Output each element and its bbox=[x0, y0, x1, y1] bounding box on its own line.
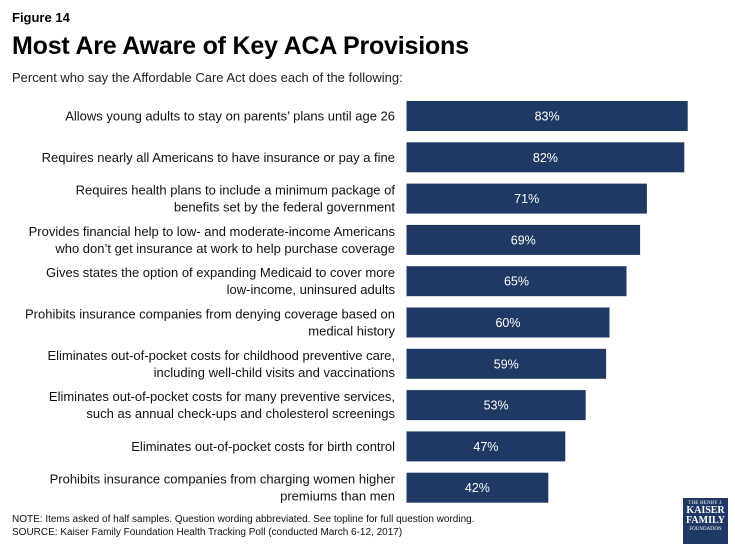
bar-value-label: 59% bbox=[494, 357, 519, 371]
category-label: Eliminates out-of-pocket costs for child… bbox=[47, 348, 395, 380]
category-label: Provides financial help to low- and mode… bbox=[29, 224, 396, 256]
bar-value-label: 82% bbox=[533, 151, 558, 165]
category-label: Eliminates out-of-pocket costs for birth… bbox=[131, 439, 395, 454]
figure-label: Figure 14 bbox=[12, 10, 70, 25]
category-label: Prohibits insurance companies from charg… bbox=[50, 472, 396, 504]
note-text: NOTE: Items asked of half samples. Quest… bbox=[12, 514, 475, 525]
bar-7 bbox=[405, 347, 608, 380]
chart-title: Most Are Aware of Key ACA Provisions bbox=[12, 32, 469, 60]
source-text: SOURCE: Kaiser Family Foundation Health … bbox=[12, 527, 403, 538]
logo-line-4: FOUNDATION bbox=[689, 527, 722, 532]
bar-value-label: 47% bbox=[473, 440, 498, 454]
bar-10 bbox=[405, 471, 550, 504]
category-label: Requires health plans to include a minim… bbox=[76, 183, 396, 215]
bar-value-label: 83% bbox=[535, 110, 560, 124]
bar-3 bbox=[405, 182, 648, 215]
bar-2 bbox=[405, 141, 686, 174]
bar-value-label: 42% bbox=[465, 481, 490, 495]
bar-1 bbox=[405, 100, 689, 132]
bar-value-label: 69% bbox=[511, 233, 536, 247]
category-label: Eliminates out-of-pocket costs for many … bbox=[49, 389, 396, 421]
chart-subtitle: Percent who say the Affordable Care Act … bbox=[12, 70, 403, 85]
bar-6 bbox=[405, 306, 611, 339]
logo-line-3: FAMILY bbox=[686, 515, 725, 526]
logo-line-2: KAISER bbox=[686, 505, 725, 516]
bar-value-label: 71% bbox=[514, 192, 539, 206]
category-label: Prohibits insurance companies from denyi… bbox=[25, 307, 395, 339]
logo-line-1: THE HENRY J. bbox=[688, 501, 723, 506]
footnote: NOTE: Items asked of half samples. Quest… bbox=[12, 513, 474, 539]
category-label: Gives states the option of expanding Med… bbox=[46, 265, 396, 297]
bar-4 bbox=[405, 223, 642, 256]
bar-5 bbox=[405, 265, 628, 298]
bar-value-label: 60% bbox=[495, 316, 520, 330]
bar-8 bbox=[405, 389, 587, 422]
bar-value-label: 53% bbox=[484, 399, 509, 413]
category-label: Allows young adults to stay on parents’ … bbox=[65, 109, 395, 124]
bar-value-label: 65% bbox=[504, 275, 529, 289]
bar-9 bbox=[405, 430, 567, 463]
category-label: Requires nearly all Americans to have in… bbox=[42, 150, 395, 165]
kff-logo: THE HENRY J. KAISER FAMILY FOUNDATION bbox=[683, 498, 728, 544]
